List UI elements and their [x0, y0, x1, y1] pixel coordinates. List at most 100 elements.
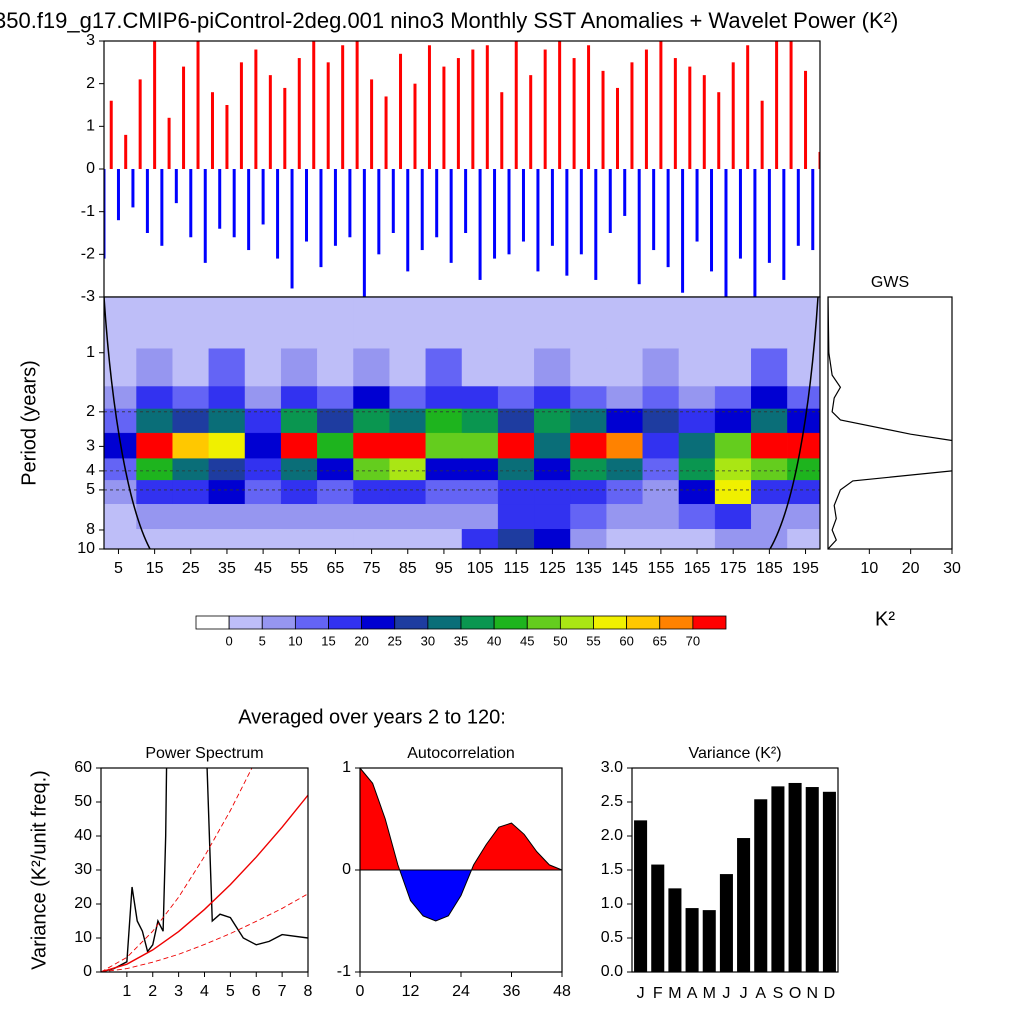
heat-cell	[280, 297, 318, 349]
bar	[710, 169, 714, 272]
heat-cell	[172, 432, 210, 459]
heat-cell	[425, 458, 463, 481]
chart-title: Power Spectrum	[145, 745, 263, 762]
bar	[805, 787, 819, 972]
heat-cell	[714, 297, 752, 349]
bar	[767, 169, 771, 263]
heat-cell	[461, 458, 499, 481]
heat-cell	[534, 529, 571, 549]
heat-cell	[353, 408, 390, 434]
x-tick-label: 4	[200, 983, 209, 1000]
colorbar-box	[294, 615, 329, 630]
y-tick-label: 0	[342, 861, 351, 878]
bar	[210, 92, 214, 169]
bar	[319, 169, 323, 268]
colorbar-box	[361, 615, 396, 630]
chart-title: Variance (K²)	[688, 745, 781, 762]
heat-cell	[497, 458, 535, 481]
heat-cell	[353, 458, 390, 481]
colorbar-label: 35	[454, 633, 468, 648]
bar	[124, 134, 128, 169]
x-axis-label: K²	[875, 608, 895, 630]
heat-cell	[317, 297, 354, 349]
x-tick-label: 165	[684, 560, 711, 577]
x-tick-label: 5	[226, 983, 235, 1000]
y-tick-label: 5	[86, 481, 95, 498]
x-tick-label: 20	[902, 560, 920, 577]
heat-cell	[751, 386, 788, 410]
bar	[384, 96, 388, 169]
series-line	[101, 893, 308, 972]
bar	[283, 87, 287, 169]
heat-cell	[389, 529, 427, 549]
heat-cell	[280, 386, 318, 410]
section-title: Averaged over years 2 to 120:	[238, 706, 506, 728]
x-tick-label: 8	[304, 983, 313, 1000]
figure-title: 350.f19_g17.CMIP6-piControl-2deg.001 nin…	[0, 8, 898, 33]
heat-cell	[461, 504, 499, 530]
bar	[771, 786, 785, 972]
x-tick-label: A	[687, 985, 698, 1002]
heat-cell	[172, 408, 210, 434]
heat-cell	[751, 458, 788, 481]
heat-cell	[461, 386, 499, 410]
bar	[594, 169, 598, 280]
bar	[464, 169, 468, 233]
bar	[167, 117, 171, 169]
heat-cell	[208, 297, 246, 349]
heat-cell	[244, 529, 282, 549]
bar	[529, 75, 533, 169]
heat-cell	[642, 504, 680, 530]
x-tick-label: 35	[218, 560, 236, 577]
heat-cell	[389, 408, 427, 434]
heat-cell	[461, 480, 499, 505]
x-tick-label: 2	[148, 983, 157, 1000]
heat-cell	[642, 297, 680, 349]
bar	[160, 169, 164, 246]
heat-cell	[172, 297, 210, 349]
heat-cell	[136, 348, 173, 387]
bar	[268, 75, 272, 169]
x-tick-label: J	[722, 985, 730, 1002]
heat-cell	[244, 504, 282, 530]
bar	[637, 169, 641, 285]
y-tick-label: 2	[86, 75, 95, 92]
bar	[348, 169, 352, 238]
chart-title: Autocorrelation	[407, 745, 515, 762]
heat-cell	[208, 480, 246, 505]
y-tick-label: 0.5	[601, 929, 623, 946]
colorbar-box	[228, 615, 263, 630]
heat-cell	[570, 386, 607, 410]
bar	[753, 169, 757, 297]
bar	[731, 62, 735, 170]
heat-cell	[353, 386, 390, 410]
x-tick-label: 145	[611, 560, 638, 577]
x-tick-label: 155	[648, 560, 675, 577]
heat-cell	[678, 297, 716, 349]
bar	[796, 169, 800, 246]
x-tick-label: 30	[943, 560, 961, 577]
heat-cell	[570, 408, 607, 434]
lines	[828, 297, 952, 549]
y-tick-label: 40	[74, 827, 92, 844]
bar	[521, 169, 525, 242]
heat-cell	[534, 504, 571, 530]
y-tick-label: 8	[86, 521, 95, 538]
heat-cell	[425, 529, 463, 549]
bar	[420, 169, 424, 251]
heat-cell	[425, 432, 463, 459]
bar	[145, 169, 149, 233]
x-tick-label: S	[773, 985, 784, 1002]
y-tick-label: -2	[81, 246, 95, 263]
x-tick-label: 12	[402, 983, 420, 1000]
heat-cell	[208, 504, 246, 530]
heat-cell	[244, 386, 282, 410]
y-tick-label: 10	[77, 540, 95, 557]
heat-cell	[714, 348, 752, 387]
plot-frame	[100, 767, 309, 973]
heat-cell	[678, 408, 716, 434]
x-tick-label: 7	[278, 983, 287, 1000]
bar	[634, 820, 648, 972]
heat-cell	[787, 529, 820, 549]
bar	[355, 41, 359, 169]
